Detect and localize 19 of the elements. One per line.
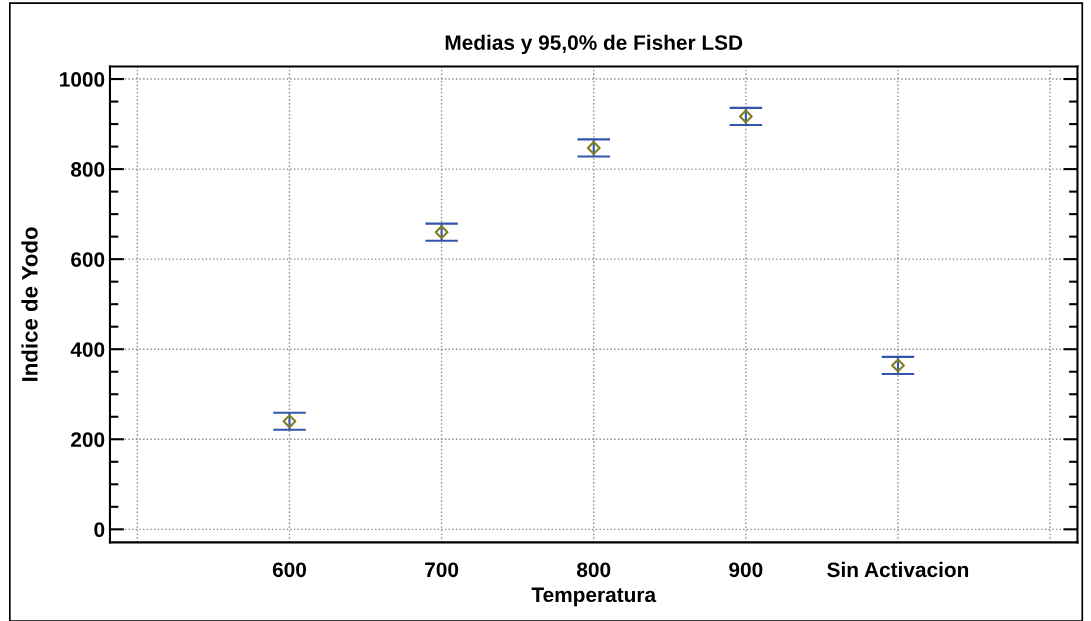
- point: [891, 358, 905, 373]
- x-tick-label: 800: [577, 562, 611, 578]
- y-tick-label: 600: [71, 252, 105, 267]
- x-tick-label: 600: [272, 562, 306, 578]
- x-tick-label: 900: [729, 562, 763, 578]
- y-tick-label: 1000: [60, 72, 105, 87]
- point: [282, 414, 297, 429]
- x-axis-title: Temperatura: [531, 587, 657, 607]
- point: [738, 109, 753, 124]
- x-tick-label: 700: [425, 562, 459, 578]
- y-tick-label: 0: [94, 522, 105, 538]
- chart-title: Medias y 95,0% de Fisher LSD: [445, 34, 743, 55]
- y-tick-label: 200: [71, 432, 105, 448]
- point: [434, 225, 449, 240]
- y-tick-label: 800: [71, 162, 105, 177]
- y-axis-title: Indice de Yodo: [21, 227, 38, 381]
- y-tick-label: 400: [70, 342, 105, 357]
- x-tick-label: Sin Activacion: [827, 561, 969, 578]
- point: [586, 141, 601, 155]
